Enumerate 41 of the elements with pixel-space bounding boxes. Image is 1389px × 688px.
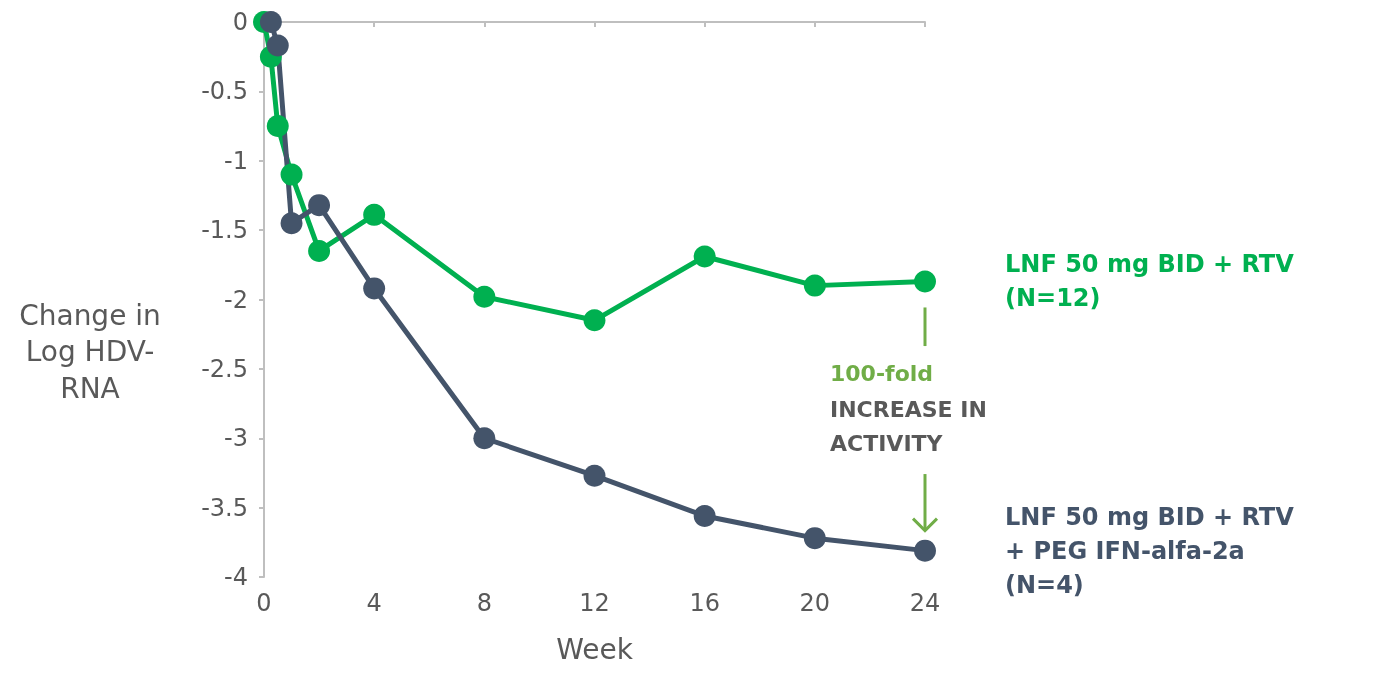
point [473,285,496,308]
text: LNF 50 mg BID + RTV (N=12) [1005,250,1303,313]
point [363,277,386,300]
point [266,115,289,138]
y-axis-title: Change in Log HDV-RNA [18,298,162,407]
point [803,527,826,550]
y-tick-label: -2.5 [201,354,248,383]
x-tick-label: 4 [366,589,382,617]
point [280,212,303,235]
point [308,239,331,262]
y-tick-label: -0.5 [201,77,248,106]
text: LNF 50 mg BID + RTV + PEG IFN-alfa-2a (N=4) [1005,502,1303,599]
y-tick-label: -1 [224,146,248,175]
point [803,274,826,297]
point [266,34,289,57]
y-tick-label: -3.5 [201,493,248,522]
point [693,245,716,268]
x-tick-label: 16 [689,589,720,617]
y-tick-label: -1.5 [201,216,248,245]
x-axis-title: Week [556,632,634,666]
x-tick-label: 0 [256,589,272,617]
x-tick-label: 20 [799,589,831,617]
point [914,270,936,293]
point [280,163,303,186]
x-tick-label: 24 [909,589,941,617]
point [914,539,936,562]
y-tick-label: 0 [232,8,248,36]
x-tick-label: 12 [579,589,610,617]
annotation: 100-fold [830,360,934,386]
y-tick-label: -3 [224,424,248,453]
y-tick-label: -4 [224,563,248,591]
point [259,11,282,33]
point [363,203,386,226]
point [308,194,331,217]
x-tick-label: 8 [476,589,492,617]
point [693,504,716,527]
point [473,427,496,450]
point [583,309,606,332]
annotation: INCREASE IN ACTIVITY [830,396,995,456]
y-tick-label: -2 [224,285,248,314]
point [583,464,606,487]
